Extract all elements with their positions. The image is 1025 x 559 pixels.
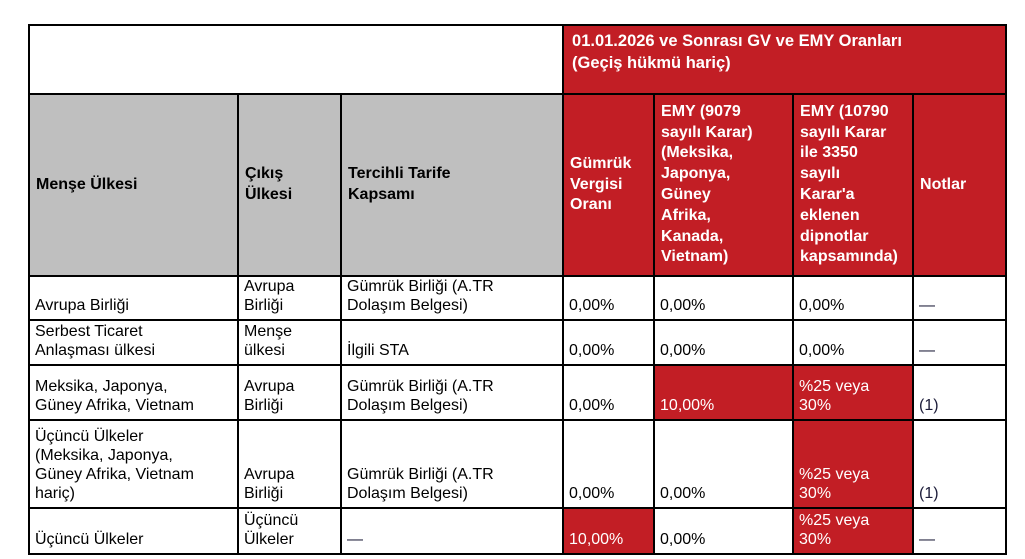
banner-row: 01.01.2026 ve Sonrası GV ve EMY Oranları… [27,24,1008,95]
table-cell: Avrupa Birliği [237,418,342,509]
column-header-row: Menşe Ülkesi Çıkış Ülkesi Tercihli Tarife … [28,93,1008,277]
table-cell: Avrupa Birliği [28,275,239,321]
table-cell: 10,00% [653,363,795,421]
table-row: Meksika, Japonya, Güney Afrika, Vietnam A… [28,363,1008,421]
table-cell: Serbest Ticaret Anlaşması ülkesi [28,318,239,366]
table-cell: Avrupa Birliği [237,363,342,421]
table-cell: Üçüncü Ülkeler [237,506,342,555]
table-cell: 0,00% [653,318,795,366]
table-cell: 0,00% [792,275,915,321]
table-cell: 0,00% [562,275,656,321]
empty-corner [27,24,565,95]
table-cell: 0,00% [653,418,795,509]
table-cell: (1) [912,363,1008,421]
column-header-4: Gümrük Vergisi Oranı [562,93,656,277]
table-cell: Üçüncü Ülkeler [28,506,239,555]
column-header-2: Çıkış Ülkesi [237,93,342,277]
table-cell: 0,00% [562,363,656,421]
table-cell: Gümrük Birliği (A.TR Dolaşım Belgesi) [339,418,565,509]
table-row: Üçüncü Ülkeler Üçüncü Ülkeler —10,00% 0,00%… [28,506,1008,555]
table-cell: Gümrük Birliği (A.TR Dolaşım Belgesi) [339,275,565,321]
table-cell: 0,00% [562,318,656,366]
table-cell: 0,00% [792,318,915,366]
table-cell: 0,00% [562,418,656,509]
table-cell: %25 veya 30% [792,506,915,555]
table-title: 01.01.2026 ve Sonrası GV ve EMY Oranları… [562,24,1008,95]
table-cell: — [912,506,1008,555]
table-cell: 0,00% [653,506,795,555]
column-header-6: EMY (10790 sayılı Karar ile 3350 sayılı … [792,93,915,277]
table-row: Avrupa Birliği Avrupa Birliği Gümrük Birli… [28,275,1008,321]
table-cell: — [912,318,1008,366]
column-header-3: Tercihli Tarife Kapsamı [339,93,565,277]
table-cell: Menşe ülkesi [237,318,342,366]
table-cell: %25 veya 30% [792,363,915,421]
table-body: Avrupa Birliği Avrupa Birliği Gümrük Birli… [28,275,1008,555]
table-cell: İlgili STA [339,318,565,366]
table-cell: (1) [912,418,1008,509]
table-cell: — [912,275,1008,321]
table-cell: Gümrük Birliği (A.TR Dolaşım Belgesi) [339,363,565,421]
tariff-table: 01.01.2026 ve Sonrası GV ve EMY Oranları… [27,24,1008,555]
table-cell: %25 veya 30% [792,418,915,509]
table-cell: Üçüncü Ülkeler (Meksika, Japonya, Güney … [28,418,239,509]
column-header-5: EMY (9079 sayılı Karar) (Meksika, Japony… [653,93,795,277]
table-cell: 10,00% [562,506,656,555]
column-header-7: Notlar [912,93,1008,277]
table-cell: — [339,506,565,555]
table-cell: Meksika, Japonya, Güney Afrika, Vietnam [28,363,239,421]
table-row: Serbest Ticaret Anlaşması ülkesi Menşe ül… [28,318,1008,366]
table-cell: Avrupa Birliği [237,275,342,321]
table-cell: 0,00% [653,275,795,321]
table-row: Üçüncü Ülkeler (Meksika, Japonya, Güney … [28,418,1008,509]
column-header-1: Menşe Ülkesi [28,93,239,277]
